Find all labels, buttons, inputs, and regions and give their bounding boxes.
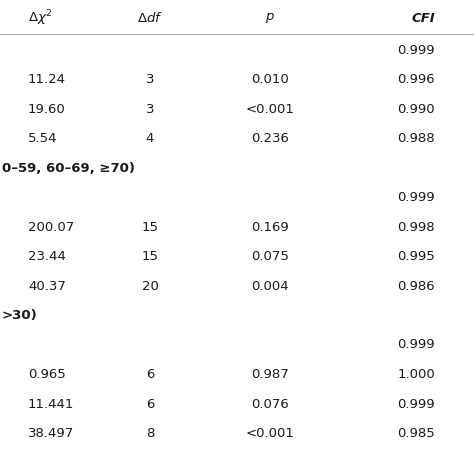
Text: 11.441: 11.441 xyxy=(28,398,74,410)
Text: <0.001: <0.001 xyxy=(246,427,294,440)
Text: 0.999: 0.999 xyxy=(397,191,435,204)
Text: 4: 4 xyxy=(146,132,154,145)
Text: 15: 15 xyxy=(142,220,158,234)
Text: 5.54: 5.54 xyxy=(28,132,57,145)
Text: 6: 6 xyxy=(146,398,154,410)
Text: 0.990: 0.990 xyxy=(397,102,435,116)
Text: 0.986: 0.986 xyxy=(397,280,435,292)
Text: 0.965: 0.965 xyxy=(28,368,66,381)
Text: 38.497: 38.497 xyxy=(28,427,74,440)
Text: 1.000: 1.000 xyxy=(397,368,435,381)
Text: 0.999: 0.999 xyxy=(397,44,435,56)
Text: 8: 8 xyxy=(146,427,154,440)
Text: 0.004: 0.004 xyxy=(251,280,289,292)
Text: 0.988: 0.988 xyxy=(397,132,435,145)
Text: $\Delta df$: $\Delta df$ xyxy=(137,11,163,25)
Text: 0.010: 0.010 xyxy=(251,73,289,86)
Text: 0.075: 0.075 xyxy=(251,250,289,263)
Text: $\Delta\chi^2$: $\Delta\chi^2$ xyxy=(28,8,53,28)
Text: 20: 20 xyxy=(142,280,158,292)
Text: 3: 3 xyxy=(146,102,154,116)
Text: $p$: $p$ xyxy=(265,11,275,25)
Text: 0.999: 0.999 xyxy=(397,338,435,352)
Text: >30): >30) xyxy=(2,309,38,322)
Text: 0.076: 0.076 xyxy=(251,398,289,410)
Text: 0.987: 0.987 xyxy=(251,368,289,381)
Text: 23.44: 23.44 xyxy=(28,250,66,263)
Text: 0.995: 0.995 xyxy=(397,250,435,263)
Text: 0.996: 0.996 xyxy=(397,73,435,86)
Text: 19.60: 19.60 xyxy=(28,102,66,116)
Text: 0–59, 60–69, ≥70): 0–59, 60–69, ≥70) xyxy=(2,162,135,174)
Text: 0.236: 0.236 xyxy=(251,132,289,145)
Text: 40.37: 40.37 xyxy=(28,280,66,292)
Text: 11.24: 11.24 xyxy=(28,73,66,86)
Text: <0.001: <0.001 xyxy=(246,102,294,116)
Text: 200.07: 200.07 xyxy=(28,220,74,234)
Text: 6: 6 xyxy=(146,368,154,381)
Text: 0.985: 0.985 xyxy=(397,427,435,440)
Text: 3: 3 xyxy=(146,73,154,86)
Text: 15: 15 xyxy=(142,250,158,263)
Text: CFI: CFI xyxy=(411,11,435,25)
Text: 0.169: 0.169 xyxy=(251,220,289,234)
Text: 0.999: 0.999 xyxy=(397,398,435,410)
Text: 0.998: 0.998 xyxy=(397,220,435,234)
